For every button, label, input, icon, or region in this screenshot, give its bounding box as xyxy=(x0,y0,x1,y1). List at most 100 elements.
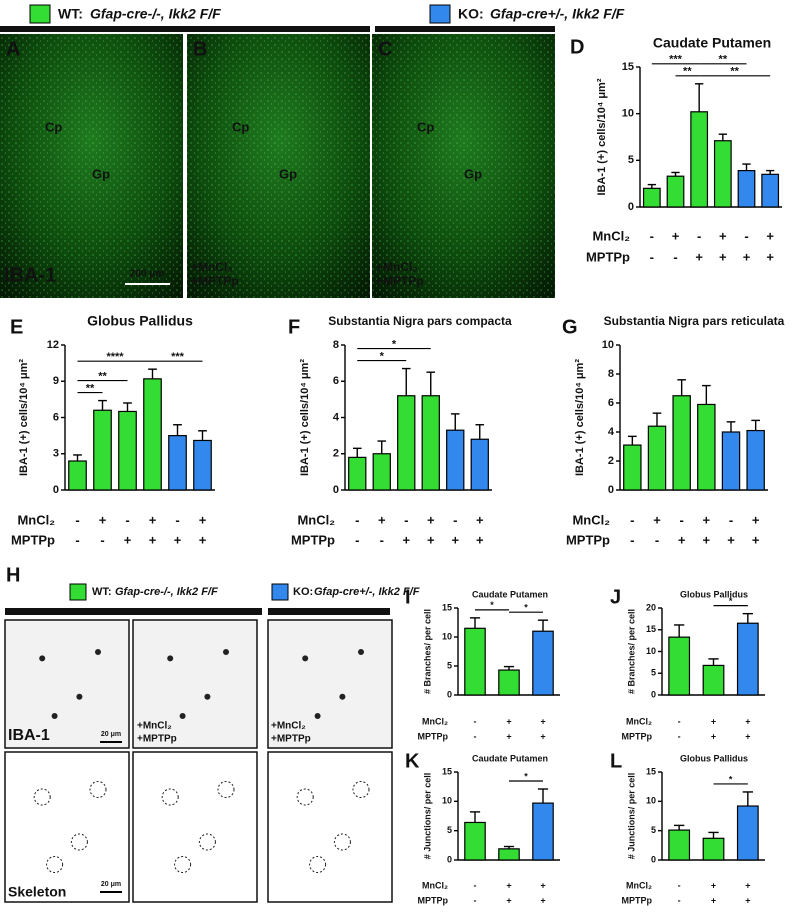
treatment-sign: + xyxy=(678,532,686,547)
region-label: Cp xyxy=(45,119,62,134)
significance-label: **** xyxy=(106,351,124,363)
bar xyxy=(143,378,162,491)
micrograph-texture xyxy=(372,34,555,298)
bar xyxy=(672,395,691,491)
treatment-sign: - xyxy=(673,249,677,264)
legend-swatch xyxy=(29,4,51,24)
treatment-sign: + xyxy=(506,895,511,905)
y-tick-label: 6 xyxy=(333,375,339,387)
treatment-sign: + xyxy=(378,512,386,527)
treatment-sign: - xyxy=(355,512,359,527)
chart-title: Caudate Putamen xyxy=(653,35,771,51)
bar xyxy=(702,837,725,861)
micrograph-texture xyxy=(187,34,370,298)
stain-label: IBA-1 xyxy=(8,727,50,744)
y-axis-label: IBA-1 (+) cells/10⁴ μm² xyxy=(299,359,311,476)
treatment-sign: - xyxy=(678,895,681,905)
y-tick-label: 15 xyxy=(646,766,656,776)
micrograph xyxy=(267,619,393,749)
treatment-row-label: MnCl₂ xyxy=(17,512,55,527)
scale-label: 20 μm xyxy=(101,881,121,888)
treatment-sign: - xyxy=(744,228,748,243)
legend-label: KO: xyxy=(458,6,484,22)
bar xyxy=(697,403,716,491)
bar xyxy=(464,821,486,861)
scale-label: 200 μm xyxy=(130,269,165,280)
treatment-sign: + xyxy=(752,532,760,547)
significance-label: ** xyxy=(719,54,728,66)
panel-letter: A xyxy=(6,38,20,60)
treatment-sign: - xyxy=(75,512,79,527)
skeleton-cell xyxy=(333,833,351,851)
legend-label: WT: xyxy=(92,586,112,598)
micrograph xyxy=(132,619,258,749)
y-tick-label: 15 xyxy=(442,766,452,776)
bar xyxy=(68,460,87,491)
y-tick-label: 10 xyxy=(442,796,452,806)
treatment-sign: + xyxy=(540,716,545,726)
treatment-label: +MPTPp xyxy=(191,274,239,288)
cell xyxy=(358,649,364,655)
treatment-label: +MPTPp xyxy=(137,734,177,745)
bar xyxy=(690,111,709,208)
treatment-label: +MnCl₂ xyxy=(376,260,418,274)
treatment-sign: + xyxy=(476,512,484,527)
y-tick-label: 0 xyxy=(447,689,452,699)
legend-swatch xyxy=(429,4,451,24)
treatment-sign: + xyxy=(427,512,435,527)
y-tick-label: 0 xyxy=(651,854,656,864)
treatment-label: +MPTPp xyxy=(271,734,311,745)
group-bar xyxy=(268,608,390,615)
y-tick-label: 4 xyxy=(608,426,615,438)
treatment-row-label: MPTPp xyxy=(566,532,610,547)
treatment-sign: - xyxy=(678,731,681,741)
y-tick-label: 8 xyxy=(608,368,614,380)
chart-title: Caudate Putamen xyxy=(472,589,548,599)
y-tick-label: 6 xyxy=(608,397,614,409)
y-tick-label: 2 xyxy=(333,448,339,460)
skeleton-image xyxy=(4,751,130,903)
skeleton-cell xyxy=(33,788,51,806)
treatment-sign: + xyxy=(402,532,410,547)
region-label: Gp xyxy=(279,166,297,181)
panel-letter: I xyxy=(405,586,411,608)
treatment-sign: - xyxy=(474,880,477,890)
treatment-row-label: MPTPp xyxy=(418,731,449,741)
treatment-sign: + xyxy=(711,895,716,905)
bar xyxy=(668,829,691,861)
cell xyxy=(95,649,101,655)
treatment-sign: - xyxy=(474,895,477,905)
y-tick-label: 4 xyxy=(333,411,340,423)
legend-swatch xyxy=(69,583,87,601)
bar xyxy=(761,173,780,208)
bar xyxy=(470,438,489,491)
panel-letter: C xyxy=(378,38,392,60)
y-tick-label: 10 xyxy=(442,631,452,641)
bar xyxy=(446,429,465,491)
treatment-row-label: MPTPp xyxy=(622,895,653,905)
bar xyxy=(372,453,391,491)
y-tick-label: 20 xyxy=(646,602,656,612)
panel-letter: J xyxy=(610,586,621,608)
y-tick-label: 12 xyxy=(47,339,59,351)
bar xyxy=(647,425,667,491)
bar xyxy=(666,175,685,208)
cell xyxy=(314,713,321,719)
treatment-sign: - xyxy=(404,512,408,527)
significance-label: * xyxy=(392,338,397,350)
treatment-row-label: MPTPp xyxy=(11,532,55,547)
significance-label: * xyxy=(729,774,733,784)
treatment-sign: + xyxy=(506,731,511,741)
bar xyxy=(721,431,741,491)
cell xyxy=(223,649,229,655)
region-label: Gp xyxy=(464,166,482,181)
legend-label: WT: xyxy=(58,6,83,22)
treatment-row-label: MnCl₂ xyxy=(626,880,652,890)
treatment-row-label: MnCl₂ xyxy=(297,512,335,527)
treatment-sign: - xyxy=(678,880,681,890)
treatment-sign: + xyxy=(506,880,511,890)
treatment-sign: + xyxy=(124,532,132,547)
treatment-sign: - xyxy=(474,731,477,741)
treatment-row-label: MnCl₂ xyxy=(626,716,652,726)
y-tick-label: 10 xyxy=(646,796,656,806)
